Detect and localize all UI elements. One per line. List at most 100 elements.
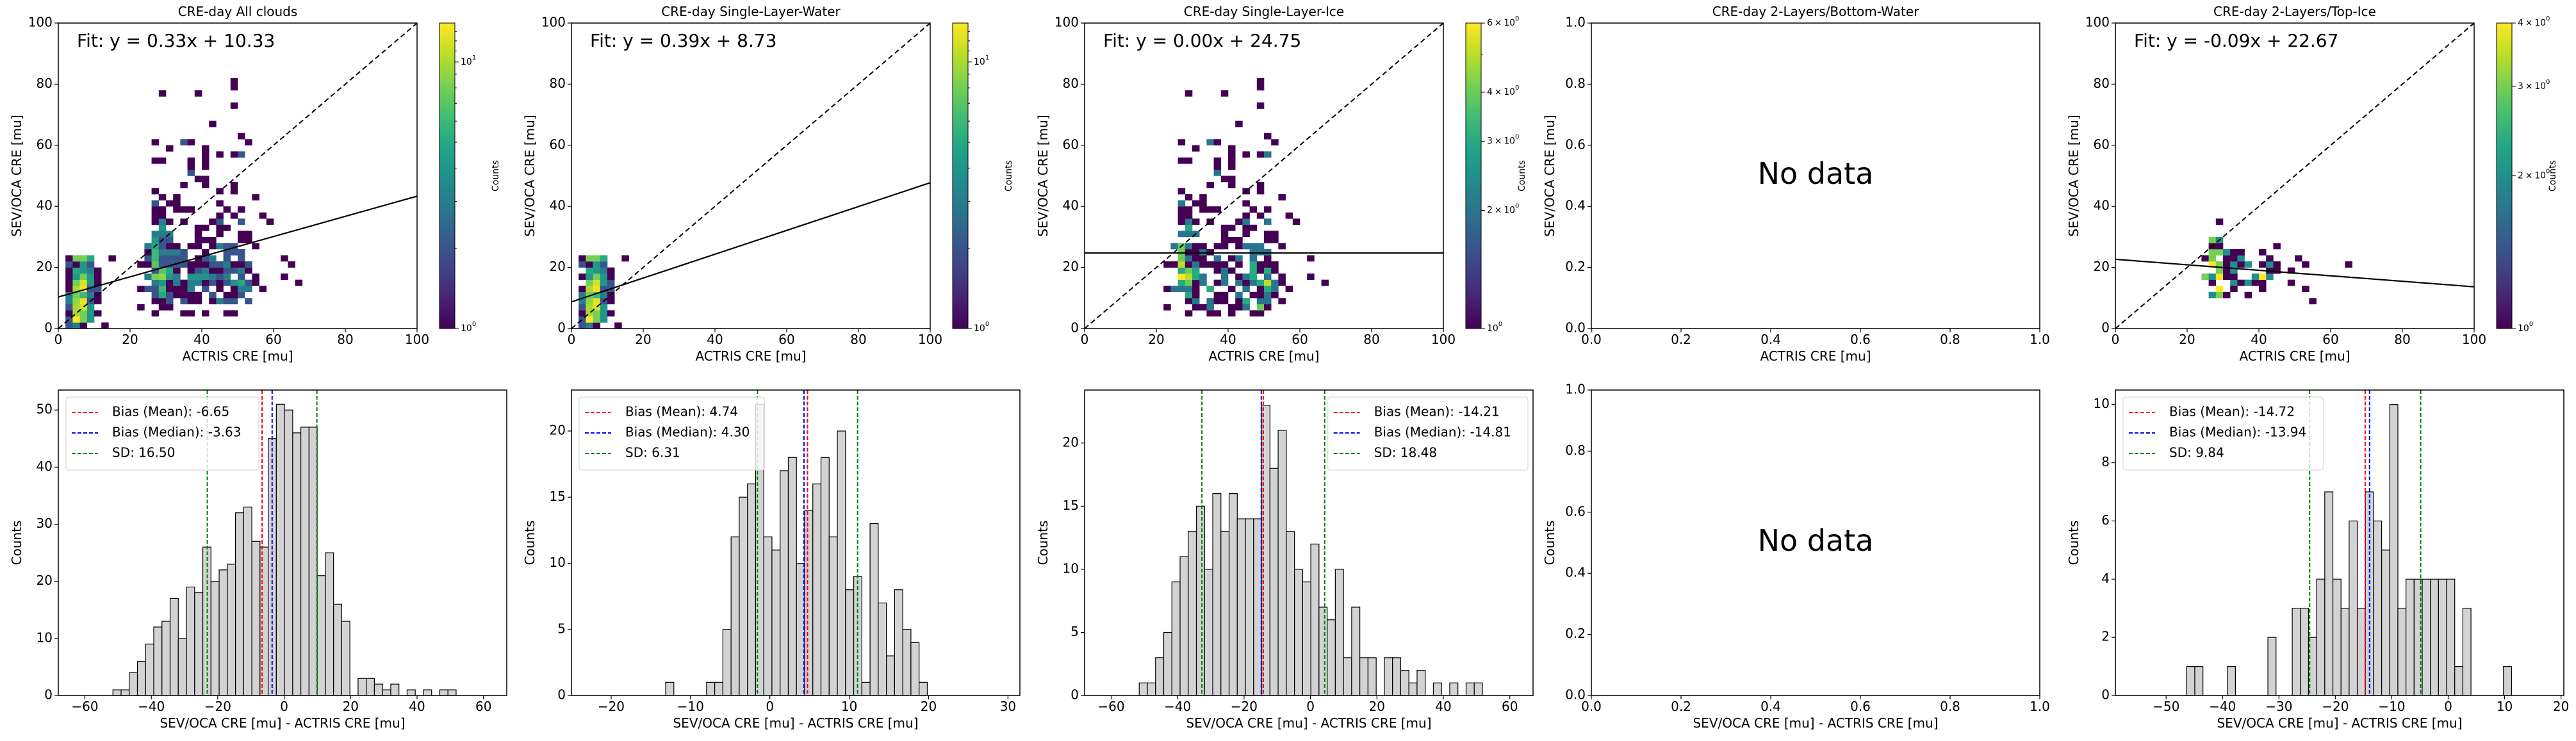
heatmap-cell (166, 218, 174, 225)
heatmap-cell (2237, 279, 2245, 286)
heatmap-cell (1256, 212, 1265, 219)
histogram-bar (1359, 657, 1369, 696)
heatmap-cell (230, 151, 238, 158)
heatmap-cell (1228, 145, 1236, 152)
heatmap-cell (1213, 163, 1222, 170)
one-to-one-line (1085, 23, 1443, 329)
two-layers-top-ice-hist-ytick-label: 8 (2101, 454, 2110, 469)
plot-area (112, 390, 457, 696)
heatmap-cell (1228, 151, 1236, 158)
heatmap-cell (1185, 310, 1193, 317)
axes-frame (2115, 22, 2475, 329)
heatmap-cell (158, 231, 167, 238)
heatmap-cell (1220, 298, 1229, 305)
heatmap-cell (245, 261, 252, 268)
colorbar (2496, 22, 2513, 329)
legend-label: Bias (Median): -3.63 (112, 425, 242, 440)
legend-label: SD: 18.48 (1374, 445, 1437, 460)
heatmap-cell (1256, 151, 1265, 158)
heatmap-cell (86, 310, 95, 317)
single-layer-water-hist-ytick-label: 0 (557, 687, 566, 703)
histogram-bar (2292, 608, 2301, 696)
two-layers-bottom-water-hist-ytick-label: 0.0 (1565, 687, 1586, 703)
heatmap-cell (158, 212, 167, 219)
heatmap-cell (1213, 206, 1222, 213)
heatmap-cell (158, 255, 167, 262)
heatmap-cell (86, 286, 95, 293)
heatmap-cell (79, 291, 88, 298)
heatmap-cell (151, 291, 160, 298)
all-clouds-scatter-ytick-label: 60 (37, 136, 53, 152)
heatmap-cell (2273, 243, 2281, 250)
histogram-bar (1138, 682, 1148, 696)
heatmap-cell (1256, 298, 1265, 305)
histogram-bar (845, 589, 855, 696)
heatmap-cell (1249, 243, 1258, 250)
all-clouds-hist-ytick-label: 50 (37, 402, 53, 417)
all-clouds-scatter-ytick-label: 20 (37, 259, 53, 274)
heatmap-cell (578, 255, 586, 262)
single-layer-water-scatter-title: CRE-day Single-Layer-Water (661, 4, 841, 19)
heatmap-cell (593, 267, 601, 274)
heatmap-cell (1228, 255, 1236, 262)
two-layers-top-ice-hist-xtick-label: −10 (2378, 699, 2405, 714)
heatmap-cell (187, 298, 195, 305)
histogram-bar (2381, 550, 2390, 696)
heatmap-cell (230, 77, 238, 85)
heatmap-cell (158, 273, 167, 280)
legend-label: Bias (Mean): -14.21 (1374, 404, 1500, 419)
heatmap-cell (600, 304, 608, 311)
two-layers-top-ice-hist-ytick-label: 6 (2101, 512, 2110, 528)
heatmap-cell (1256, 267, 1265, 274)
heatmap-cell (1264, 273, 1272, 280)
heatmap-cell (1249, 291, 1258, 298)
heatmap-cell (245, 279, 252, 286)
all-clouds-scatter-ytick-label: 0 (44, 320, 53, 336)
heatmap-cell (223, 261, 231, 268)
all-clouds-hist-ytick-label: 30 (37, 516, 53, 531)
histogram-bar (1212, 493, 1222, 696)
heatmap-cell (1264, 261, 1272, 268)
heatmap-cell (1170, 243, 1178, 250)
colorbar-tick-label: 100 (2518, 321, 2533, 334)
histogram-bar (2373, 520, 2383, 696)
histogram-bar (284, 409, 293, 696)
heatmap-cell (2295, 255, 2302, 262)
heatmap-cell (1278, 298, 1286, 305)
heatmap-cell (2230, 248, 2238, 256)
heatmap-cell (187, 157, 195, 164)
heatmap-cell (593, 286, 601, 293)
all-clouds-hist-ytick-label: 20 (37, 573, 53, 588)
heatmap-cell (151, 261, 160, 268)
heatmap-cell (245, 139, 252, 146)
single-layer-ice-scatter-ytick-label: 0 (1071, 320, 1079, 336)
heatmap-cell (2237, 255, 2245, 262)
heatmap-cell (202, 248, 209, 256)
colorbar-tick-label: 2 × 100 (1487, 202, 1519, 215)
histogram-bar (300, 427, 309, 696)
heatmap-cell (1321, 279, 1329, 286)
histogram-bar (251, 541, 261, 696)
two-layers-bottom-water-scatter-ytick-label: 0.0 (1565, 320, 1586, 336)
heatmap-cell (1264, 286, 1272, 293)
heatmap-cell (158, 267, 167, 274)
heatmap-cell (194, 261, 202, 268)
two-layers-top-ice-hist-xtick-label: −20 (2322, 699, 2349, 714)
heatmap-cell (2201, 255, 2209, 262)
heatmap-cell (65, 279, 73, 286)
heatmap-cell (586, 316, 593, 323)
heatmap-cell (1235, 236, 1243, 243)
heatmap-cell (607, 267, 615, 274)
single-layer-ice-scatter-xtick-label: 0 (1081, 332, 1089, 347)
heatmap-cell (180, 310, 188, 317)
heatmap-cell (1271, 267, 1279, 274)
heatmap-cell (1264, 236, 1272, 243)
heatmap-cell (1242, 243, 1250, 250)
two-layers-bottom-water-scatter-xtick-label: 1.0 (2030, 332, 2050, 347)
heatmap-cell (1206, 304, 1214, 311)
heatmap-cell (65, 298, 73, 305)
histogram-bar (341, 621, 350, 696)
single-layer-water-scatter-xlabel: ACTRIS CRE [mu] (696, 348, 807, 364)
heatmap-cell (1185, 212, 1193, 219)
heatmap-cell (1185, 231, 1193, 238)
